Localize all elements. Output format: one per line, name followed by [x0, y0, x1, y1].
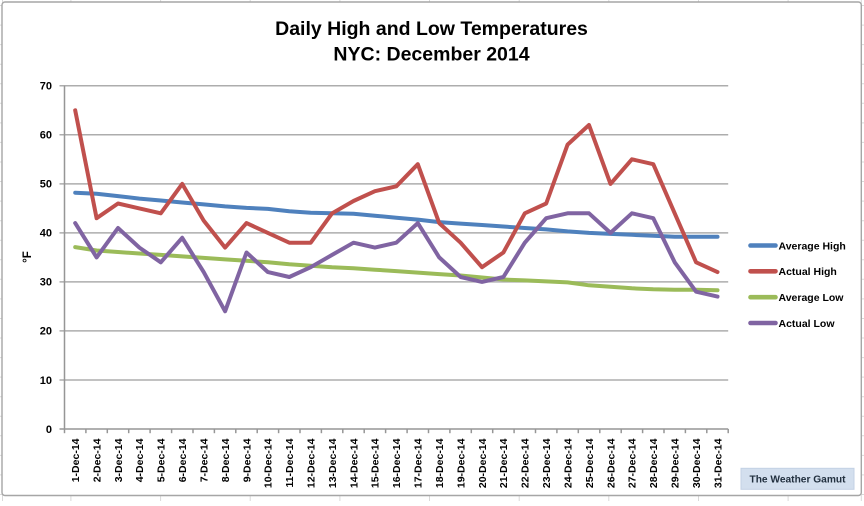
svg-text:30-Dec-14: 30-Dec-14	[691, 438, 703, 488]
svg-text:11-Dec-14: 11-Dec-14	[284, 438, 296, 487]
svg-text:9-Dec-14: 9-Dec-14	[241, 438, 253, 482]
svg-text:Actual Low: Actual Low	[779, 318, 836, 330]
svg-text:0: 0	[46, 424, 52, 436]
svg-text:17-Dec-14: 17-Dec-14	[413, 438, 425, 488]
svg-text:29-Dec-14: 29-Dec-14	[670, 438, 682, 488]
svg-text:24-Dec-14: 24-Dec-14	[562, 438, 574, 488]
svg-text:15-Dec-14: 15-Dec-14	[370, 438, 382, 488]
svg-text:22-Dec-14: 22-Dec-14	[520, 438, 532, 488]
svg-text:7-Dec-14: 7-Dec-14	[199, 438, 211, 482]
svg-text:12-Dec-14: 12-Dec-14	[306, 438, 318, 488]
svg-text:6-Dec-14: 6-Dec-14	[177, 438, 189, 482]
svg-text:30: 30	[40, 277, 52, 289]
svg-text:Actual High: Actual High	[779, 266, 837, 278]
svg-text:10: 10	[40, 375, 52, 387]
svg-text:50: 50	[40, 179, 52, 191]
svg-text:4-Dec-14: 4-Dec-14	[134, 438, 146, 482]
svg-text:60: 60	[40, 130, 52, 142]
svg-text:19-Dec-14: 19-Dec-14	[455, 438, 467, 488]
svg-text:13-Dec-14: 13-Dec-14	[327, 438, 339, 488]
svg-text:21-Dec-14: 21-Dec-14	[498, 438, 510, 488]
svg-text:5-Dec-14: 5-Dec-14	[156, 438, 168, 482]
svg-text:20: 20	[40, 326, 52, 338]
svg-text:8-Dec-14: 8-Dec-14	[220, 438, 232, 482]
svg-text:Average Low: Average Low	[779, 292, 845, 304]
svg-text:25-Dec-14: 25-Dec-14	[584, 438, 596, 488]
svg-text:28-Dec-14: 28-Dec-14	[648, 438, 660, 488]
svg-text:70: 70	[40, 81, 52, 93]
svg-text:20-Dec-14: 20-Dec-14	[477, 438, 489, 488]
svg-text:Daily High and Low Temperature: Daily High and Low Temperatures	[275, 18, 588, 40]
svg-text:26-Dec-14: 26-Dec-14	[605, 438, 617, 488]
svg-text:2-Dec-14: 2-Dec-14	[91, 438, 103, 482]
svg-text:18-Dec-14: 18-Dec-14	[434, 438, 446, 488]
svg-text:°F: °F	[22, 251, 34, 263]
svg-text:14-Dec-14: 14-Dec-14	[348, 438, 360, 488]
svg-text:NYC: December 2014: NYC: December 2014	[333, 44, 529, 66]
svg-text:16-Dec-14: 16-Dec-14	[391, 438, 403, 488]
svg-text:The Weather Gamut: The Weather Gamut	[749, 475, 846, 486]
svg-text:10-Dec-14: 10-Dec-14	[263, 438, 275, 488]
svg-text:1-Dec-14: 1-Dec-14	[70, 438, 82, 482]
svg-text:27-Dec-14: 27-Dec-14	[627, 438, 639, 488]
svg-text:Average High: Average High	[779, 240, 846, 252]
svg-text:23-Dec-14: 23-Dec-14	[541, 438, 553, 488]
svg-text:40: 40	[40, 228, 52, 240]
svg-text:3-Dec-14: 3-Dec-14	[113, 438, 125, 482]
svg-text:31-Dec-14: 31-Dec-14	[712, 438, 724, 488]
